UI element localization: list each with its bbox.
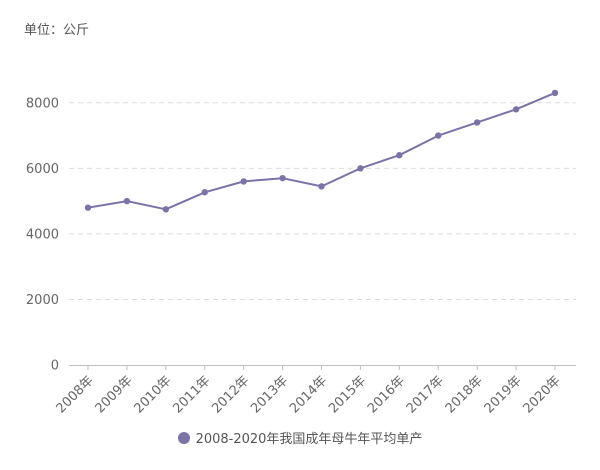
data-point[interactable] <box>435 132 442 139</box>
series-layer <box>84 89 559 213</box>
axes <box>69 365 576 370</box>
y-tick-label: 8000 <box>26 96 59 111</box>
data-point[interactable] <box>279 174 286 182</box>
data-point[interactable] <box>201 189 208 196</box>
legend-label: 2008-2020年我国成年母牛年平均单产 <box>195 432 423 447</box>
data-point[interactable] <box>396 152 403 159</box>
legend[interactable]: 2008-2020年我国成年母牛年平均单产 <box>0 428 600 447</box>
x-tick-label: 2012年 <box>209 373 252 416</box>
x-tick-label: 2010年 <box>131 373 174 416</box>
data-point[interactable] <box>357 165 364 172</box>
x-tick-label: 2009年 <box>93 373 136 416</box>
x-tick-label: 2016年 <box>365 373 408 416</box>
data-point[interactable] <box>162 206 170 213</box>
series-line <box>87 91 556 211</box>
y-tick-label: 6000 <box>26 162 59 177</box>
y-tick-label: 0 <box>51 359 59 374</box>
x-tick-label: 2014年 <box>287 373 330 416</box>
data-point[interactable] <box>84 204 92 211</box>
x-tick-label: 2018年 <box>443 373 486 416</box>
data-point[interactable] <box>473 119 481 126</box>
x-tick-label: 2011年 <box>170 373 213 416</box>
x-tick-labels: 2008年2009年2010年2011年2012年2013年2014年2015年… <box>54 373 564 416</box>
data-point[interactable] <box>551 89 559 97</box>
x-tick-label: 2008年 <box>54 373 97 416</box>
data-point[interactable] <box>318 183 325 190</box>
data-point[interactable] <box>123 197 131 205</box>
y-tick-label: 4000 <box>26 227 59 242</box>
x-tick-label: 2017年 <box>404 373 447 416</box>
y-tick-labels: 0 2000 4000 6000 8000 <box>26 96 59 373</box>
y-tick-label: 2000 <box>26 293 59 308</box>
x-tick-label: 2013年 <box>248 373 291 416</box>
legend-swatch <box>177 432 190 444</box>
unit-label: 单位：公斤 <box>24 23 90 38</box>
gridlines <box>69 102 576 300</box>
x-tick-label: 2020年 <box>521 373 564 416</box>
data-point[interactable] <box>240 178 247 185</box>
data-point[interactable] <box>512 106 520 113</box>
x-tick-label: 2015年 <box>326 373 369 416</box>
x-tick-label: 2019年 <box>482 373 525 416</box>
